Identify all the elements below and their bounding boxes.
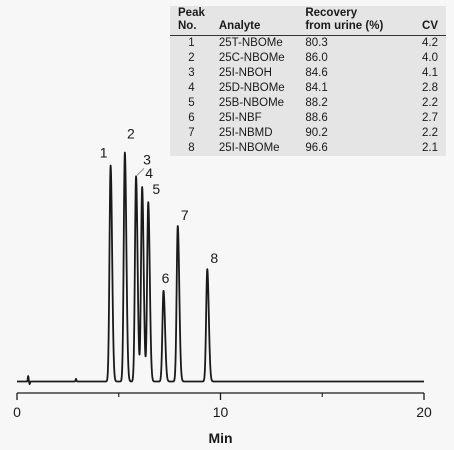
- table-row: 1 25T-NBOMe 80.3 4.2: [170, 36, 446, 52]
- cell-recovery: 84.6: [305, 67, 328, 79]
- cell-peak: 3: [188, 67, 195, 79]
- cell-peak: 4: [188, 82, 195, 94]
- cell-cv: 2.1: [422, 142, 438, 154]
- cell-analyte: 25I-NBOH: [218, 67, 272, 79]
- cell-peak: 1: [188, 37, 195, 49]
- table-row: 8 25I-NBOMe 96.6 2.1: [170, 141, 446, 156]
- cell-cv: 2.7: [422, 112, 438, 124]
- cell-recovery: 90.2: [305, 127, 328, 139]
- table-header-row: Peak No. Analyte Recovery from urine (%)…: [170, 6, 446, 36]
- recovery-table-panel: Peak No. Analyte Recovery from urine (%)…: [170, 6, 446, 156]
- cell-cv: 2.2: [422, 97, 438, 109]
- peak-label: 5: [152, 181, 160, 197]
- header-analyte: Analyte: [210, 6, 298, 36]
- cell-analyte: 25C-NBOMe: [218, 52, 285, 64]
- recovery-table: Peak No. Analyte Recovery from urine (%)…: [170, 6, 446, 156]
- peak-3-leader-line: [136, 167, 145, 176]
- header-recovery-line2: from urine (%): [305, 20, 384, 32]
- cell-analyte: 25T-NBOMe: [218, 37, 283, 49]
- header-analyte-label: Analyte: [218, 20, 261, 32]
- cell-peak: 5: [188, 97, 195, 109]
- cell-peak: 7: [188, 127, 195, 139]
- cell-recovery: 86.0: [305, 52, 328, 64]
- cell-peak: 8: [188, 142, 195, 154]
- header-peak-line1: Peak: [178, 7, 205, 19]
- cell-cv: 4.2: [422, 37, 438, 49]
- peak-label: 2: [127, 126, 135, 142]
- cell-analyte: 25I-NBMD: [218, 127, 273, 139]
- peak-label: 4: [145, 165, 153, 181]
- chromatogram-trace: [16, 151, 425, 385]
- peak-label: 8: [210, 250, 218, 266]
- cell-analyte: 25B-NBOMe: [218, 97, 285, 109]
- cell-cv: 4.1: [422, 67, 438, 79]
- cell-cv: 2.2: [422, 127, 438, 139]
- table-row: 5 25B-NBOMe 88.2 2.2: [170, 96, 446, 111]
- cell-recovery: 88.2: [305, 97, 328, 109]
- header-recovery: Recovery from urine (%): [297, 6, 412, 36]
- header-recovery-line1: Recovery: [305, 7, 358, 19]
- table-row: 3 25I-NBOH 84.6 4.1: [170, 66, 446, 81]
- cell-cv: 4.0: [422, 52, 438, 64]
- cell-peak: 2: [188, 52, 195, 64]
- x-tick-label: 10: [213, 404, 229, 420]
- table-row: 7 25I-NBMD 90.2 2.2: [170, 126, 446, 141]
- cell-analyte: 25I-NBOMe: [218, 142, 280, 154]
- header-peak-line2: No.: [178, 20, 197, 32]
- cell-analyte: 25D-NBOMe: [218, 82, 285, 94]
- cell-recovery: 88.6: [305, 112, 328, 124]
- x-axis-label: Min: [208, 430, 232, 446]
- header-cv-label: CV: [422, 20, 438, 32]
- x-tick-label: 20: [416, 404, 432, 420]
- cell-analyte: 25I-NBF: [218, 112, 262, 124]
- cell-cv: 2.8: [422, 82, 438, 94]
- cell-recovery: 96.6: [305, 142, 328, 154]
- header-peak: Peak No.: [170, 6, 211, 36]
- peak-label: 3: [143, 151, 151, 167]
- peak-label: 6: [162, 270, 170, 286]
- peak-label: 7: [181, 207, 189, 223]
- x-tick-label: 0: [13, 404, 21, 420]
- table-row: 2 25C-NBOMe 86.0 4.0: [170, 51, 446, 66]
- table-row: 4 25D-NBOMe 84.1 2.8: [170, 81, 446, 96]
- cell-recovery: 80.3: [305, 37, 328, 49]
- cell-peak: 6: [188, 112, 195, 124]
- table-body: 1 25T-NBOMe 80.3 4.2 2 25C-NBOMe 86.0 4.0 3 25I-N…: [170, 36, 446, 157]
- header-cv: CV: [411, 6, 446, 36]
- peak-label: 1: [100, 145, 108, 161]
- cell-recovery: 84.1: [305, 82, 328, 94]
- table-row: 6 25I-NBF 88.6 2.7: [170, 111, 446, 126]
